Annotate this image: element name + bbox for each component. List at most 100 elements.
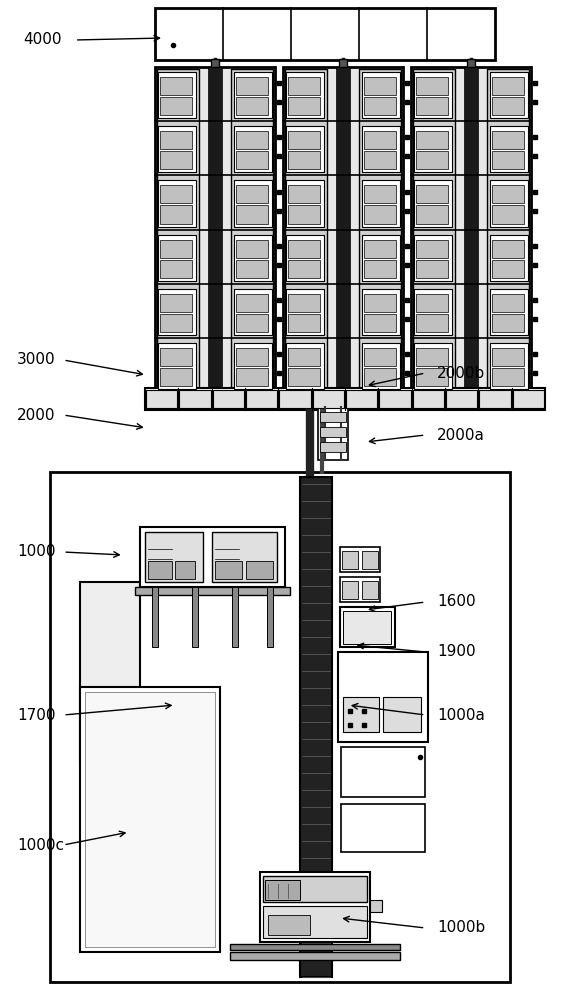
Bar [364,205,396,224]
Bar [362,72,400,118]
Bar [208,67,222,392]
Text: 1700: 1700 [17,708,56,722]
Bar [158,126,196,172]
Bar [267,587,273,647]
Bar [158,343,196,389]
Bar [236,260,268,278]
Bar [492,131,524,149]
Bar [50,472,510,982]
Bar [160,205,192,224]
Bar [336,67,350,392]
Bar [364,77,396,95]
Bar [364,185,396,203]
Bar [80,687,220,952]
Bar [288,240,320,258]
Bar [160,240,192,258]
Bar [160,314,192,332]
Bar [320,442,346,452]
Bar [342,581,358,599]
Bar [234,343,272,389]
Bar [383,697,421,732]
Bar [236,348,268,366]
Text: 4000: 4000 [23,32,62,47]
Bar [338,652,428,742]
Bar [513,390,544,408]
Bar [213,390,244,408]
Bar [492,97,524,115]
Bar [285,69,327,390]
Bar [362,126,400,172]
Bar [364,260,396,278]
Bar [160,97,192,115]
Bar [288,260,320,278]
Bar [234,72,272,118]
Bar [286,343,324,389]
Text: 3000: 3000 [17,353,56,367]
Bar [340,547,380,572]
Bar [236,368,268,386]
Bar [380,390,411,408]
Bar [160,260,192,278]
Bar [135,587,290,595]
Bar [364,348,396,366]
Bar [288,205,320,224]
Bar [487,69,529,390]
Bar [288,131,320,149]
Bar [362,180,400,227]
Bar [215,561,242,579]
Bar [342,551,358,569]
Bar [236,131,268,149]
Bar [416,97,448,115]
Bar [362,289,400,335]
Bar [160,185,192,203]
Bar [490,289,528,335]
Bar [246,390,277,408]
Bar [362,551,378,569]
Bar [236,205,268,224]
Bar [492,348,524,366]
Bar [492,205,524,224]
Bar [414,126,452,172]
Text: 2000a: 2000a [437,428,485,442]
Bar [492,77,524,95]
Bar [414,289,452,335]
Bar [492,368,524,386]
Bar [145,532,203,582]
Bar [236,77,268,95]
Bar [490,343,528,389]
Bar [364,294,396,312]
Bar [480,390,511,408]
Bar [279,390,310,408]
Bar [179,390,210,408]
Bar [140,527,285,587]
Bar [175,561,195,579]
Bar [286,126,324,172]
Bar [359,69,401,390]
Bar [286,234,324,281]
Bar [230,944,400,950]
Bar [416,260,448,278]
Bar [416,151,448,169]
Bar [411,67,531,392]
Bar [236,97,268,115]
Bar [414,234,452,281]
Bar [414,180,452,227]
Bar [160,131,192,149]
Bar [246,561,273,579]
Bar [343,611,391,644]
Bar [85,692,215,947]
Bar [234,234,272,281]
Bar [341,804,425,852]
Bar [288,185,320,203]
Bar [416,240,448,258]
Bar [80,582,140,762]
Bar [416,205,448,224]
Bar [157,69,199,390]
Bar [340,607,395,647]
Bar [260,872,370,942]
Bar [160,294,192,312]
Bar [263,876,367,902]
Bar [313,390,344,408]
Bar [370,900,382,912]
Bar [416,348,448,366]
